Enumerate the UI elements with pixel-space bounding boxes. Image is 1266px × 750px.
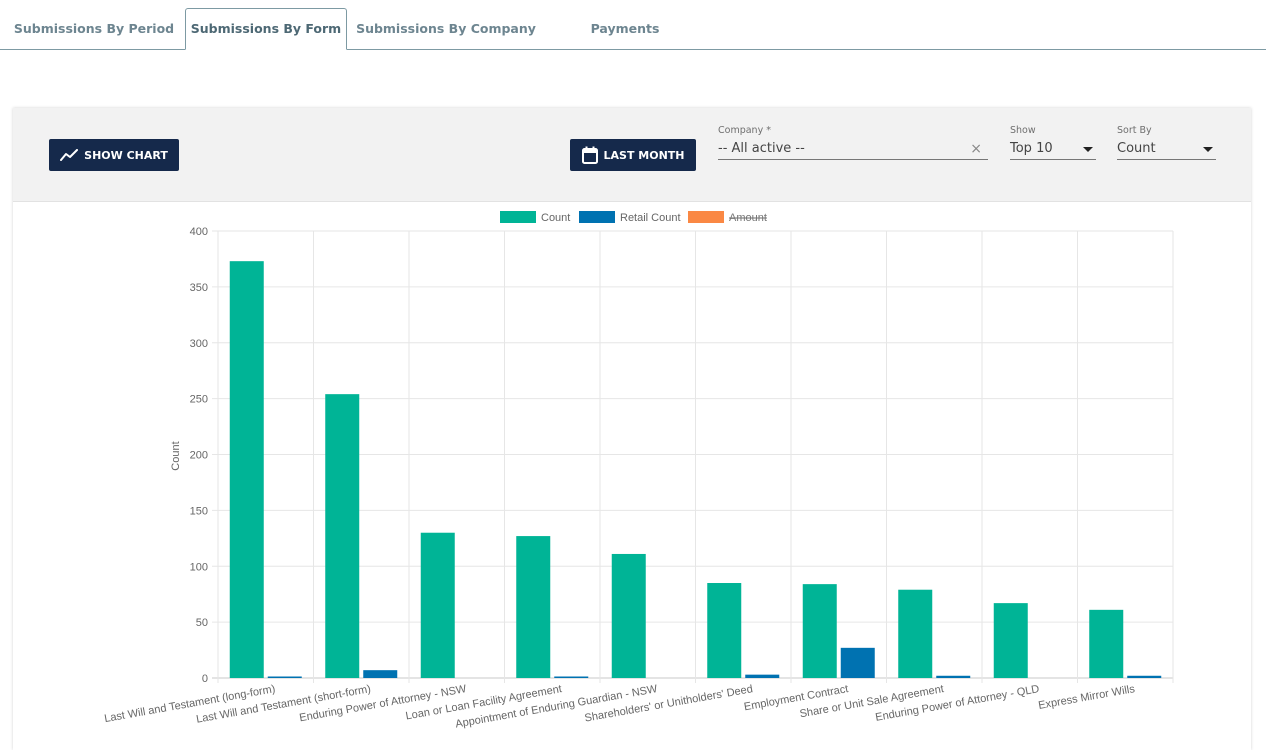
bar-count	[802, 584, 837, 678]
company-field[interactable]: Company * -- All active -- ×	[718, 125, 988, 165]
calendar-icon	[581, 146, 598, 164]
trending-up-icon	[60, 149, 79, 161]
show-select[interactable]: Top 10	[1010, 140, 1096, 160]
bar-retail-count	[1127, 675, 1162, 678]
legend-swatch	[579, 211, 615, 223]
y-tick-label: 100	[190, 561, 208, 573]
x-tick-label: Enduring Power of Attorney - QLD	[874, 683, 1040, 724]
y-tick-label: 0	[202, 673, 208, 685]
legend-swatch	[500, 211, 536, 223]
company-value: -- All active --	[718, 141, 805, 156]
bar-count	[1089, 609, 1124, 678]
bar-retail-count	[363, 670, 398, 678]
show-field[interactable]: Show Top 10	[1010, 125, 1096, 165]
clear-icon[interactable]: ×	[970, 141, 982, 157]
y-tick-label: 300	[190, 338, 208, 350]
tab-bar: Submissions By Period Submissions By For…	[0, 0, 1266, 50]
legend-swatch	[688, 211, 724, 223]
bar-count	[420, 532, 455, 678]
legend-label: Count	[541, 212, 570, 224]
sort-by-value: Count	[1117, 141, 1156, 156]
show-value: Top 10	[1010, 141, 1053, 156]
show-label: Show	[1010, 125, 1036, 136]
y-tick-label: 250	[190, 394, 208, 406]
tab-submissions-by-company[interactable]: Submissions By Company	[356, 21, 536, 36]
bar-retail-count	[936, 675, 971, 678]
tab-submissions-by-form[interactable]: Submissions By Form	[185, 8, 347, 50]
x-tick-label: Express Mirror Wills	[1037, 683, 1136, 712]
bar-count	[516, 536, 551, 678]
bar-count	[229, 261, 264, 678]
x-tick-label: Shareholders' or Unitholders' Deed	[584, 683, 754, 724]
y-tick-label: 350	[190, 282, 208, 294]
bar-retail-count	[554, 676, 589, 678]
bar-retail-count	[745, 674, 780, 678]
submissions-by-form-chart: 0 50 100 150 200 250 300 350 400 Last Will and Te…	[13, 203, 1251, 750]
y-tick-label: 150	[190, 505, 208, 517]
report-panel: SHOW CHART LAST MONTH Company * -- All a…	[13, 108, 1251, 750]
bar-retail-count	[267, 676, 302, 678]
y-axis-label: Count	[170, 441, 182, 470]
chevron-down-icon	[1083, 147, 1093, 152]
sort-by-select[interactable]: Count	[1117, 140, 1216, 160]
show-chart-button[interactable]: SHOW CHART	[49, 139, 179, 171]
y-tick-label: 200	[190, 450, 208, 462]
bar-count	[611, 553, 646, 678]
bar-count	[993, 603, 1028, 678]
bar-count	[898, 589, 933, 678]
company-select[interactable]: -- All active -- ×	[718, 140, 988, 160]
last-month-label: LAST MONTH	[603, 148, 685, 162]
bar-count	[325, 394, 360, 678]
chevron-down-icon	[1203, 147, 1213, 152]
y-tick-label: 50	[196, 617, 208, 629]
sort-by-field[interactable]: Sort By Count	[1117, 125, 1216, 165]
tab-payments[interactable]: Payments	[590, 21, 660, 36]
bar-count	[707, 583, 742, 678]
bar-retail-count	[840, 647, 875, 678]
legend-label: Amount	[729, 212, 767, 224]
last-month-button[interactable]: LAST MONTH	[570, 139, 696, 171]
filter-toolbar: SHOW CHART LAST MONTH Company * -- All a…	[13, 108, 1251, 202]
y-tick-label: 400	[190, 226, 208, 238]
tab-submissions-by-period[interactable]: Submissions By Period	[13, 21, 175, 36]
show-chart-label: SHOW CHART	[84, 148, 168, 162]
legend-label: Retail Count	[620, 212, 681, 224]
company-label: Company *	[718, 125, 771, 136]
sort-by-label: Sort By	[1117, 125, 1152, 136]
